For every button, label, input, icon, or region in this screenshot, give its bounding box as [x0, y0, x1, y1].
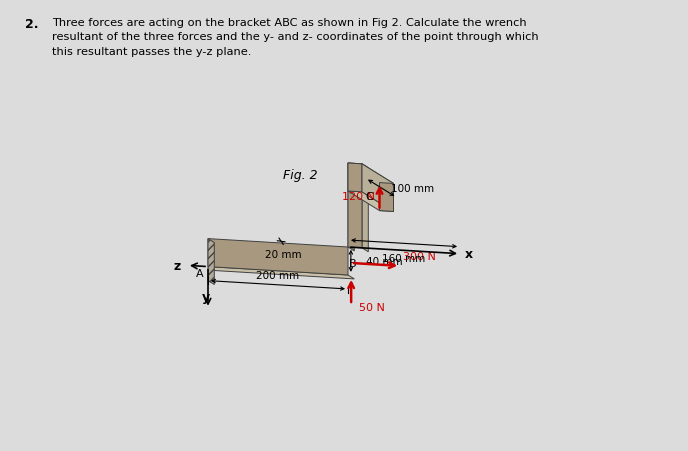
Text: Three forces are acting on the bracket ABC as shown in Fig 2. Calculate the wren: Three forces are acting on the bracket A…: [52, 18, 539, 57]
Text: 160 mm: 160 mm: [383, 254, 426, 264]
Text: B: B: [348, 258, 356, 268]
Text: 100 mm: 100 mm: [391, 184, 434, 193]
Text: A: A: [196, 268, 204, 278]
Polygon shape: [348, 164, 362, 249]
Polygon shape: [348, 164, 354, 251]
Polygon shape: [348, 164, 394, 184]
Polygon shape: [362, 165, 368, 252]
Text: 300 N: 300 N: [403, 251, 436, 261]
Text: 40 mm: 40 mm: [366, 256, 402, 266]
Polygon shape: [208, 267, 354, 279]
Text: C: C: [365, 192, 373, 202]
Text: x: x: [465, 248, 473, 261]
Text: 20 mm: 20 mm: [265, 250, 301, 260]
Polygon shape: [362, 165, 394, 212]
Text: 50 N: 50 N: [359, 302, 385, 312]
Text: 120 N: 120 N: [341, 191, 374, 201]
Polygon shape: [208, 239, 214, 285]
Polygon shape: [348, 192, 394, 212]
Text: z: z: [174, 259, 181, 272]
Polygon shape: [348, 164, 362, 193]
Polygon shape: [208, 239, 348, 276]
Text: y: y: [202, 290, 210, 303]
Text: Fig. 2: Fig. 2: [283, 169, 318, 182]
Polygon shape: [380, 183, 394, 212]
Text: 2.: 2.: [25, 18, 39, 31]
Text: 200 mm: 200 mm: [257, 270, 299, 280]
